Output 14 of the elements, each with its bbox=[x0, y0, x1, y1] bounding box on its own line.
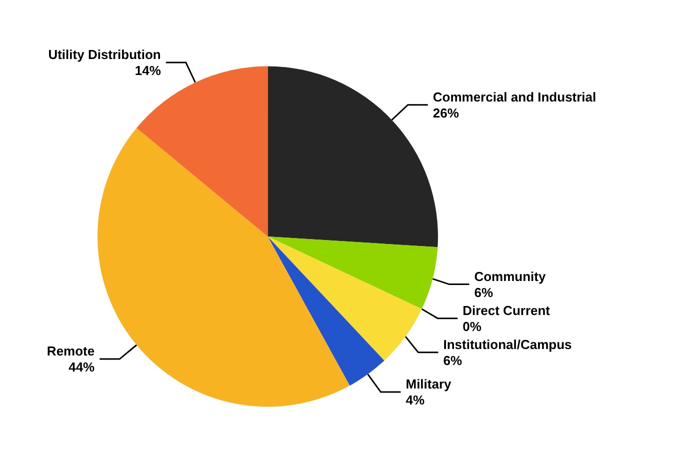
text: 0% bbox=[462, 318, 482, 334]
slice-label: Commercial and Industrial bbox=[432, 89, 596, 104]
slice-label: Community bbox=[474, 268, 547, 284]
slice-label: Institutional/Campus bbox=[443, 336, 572, 352]
data-label: 14% bbox=[134, 63, 162, 78]
slice-label: Utility Distribution bbox=[48, 47, 161, 62]
legend-label: Direct Current bbox=[462, 302, 551, 318]
slice-label: Remote bbox=[46, 344, 95, 359]
data-label: 44% bbox=[68, 360, 96, 375]
data-label: 6% bbox=[474, 284, 494, 300]
data-label: 6% bbox=[443, 352, 462, 368]
data-label: 4% bbox=[406, 392, 425, 408]
data-label: 26% bbox=[432, 105, 460, 120]
slice-label: Military bbox=[406, 376, 452, 392]
